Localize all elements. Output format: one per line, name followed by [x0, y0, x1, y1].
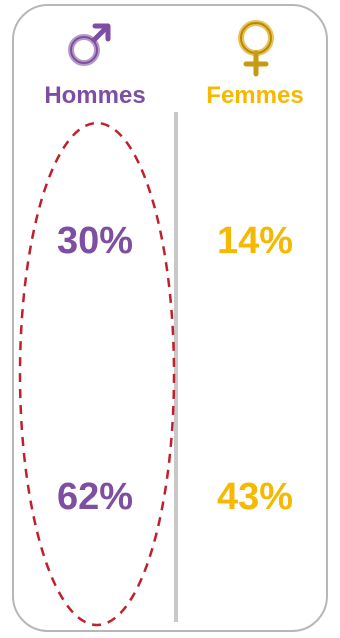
women-value-row-2: 43% [216, 476, 294, 518]
men-value-row-2: 62% [56, 476, 134, 518]
column-divider [174, 112, 178, 622]
men-column-label: Hommes [44, 82, 146, 109]
women-column-label: Femmes [206, 82, 304, 109]
men-value-row-1: 30% [56, 220, 134, 262]
female-symbol-icon [238, 20, 274, 77]
male-symbol-icon [68, 23, 111, 66]
women-value-row-1: 14% [216, 220, 294, 262]
